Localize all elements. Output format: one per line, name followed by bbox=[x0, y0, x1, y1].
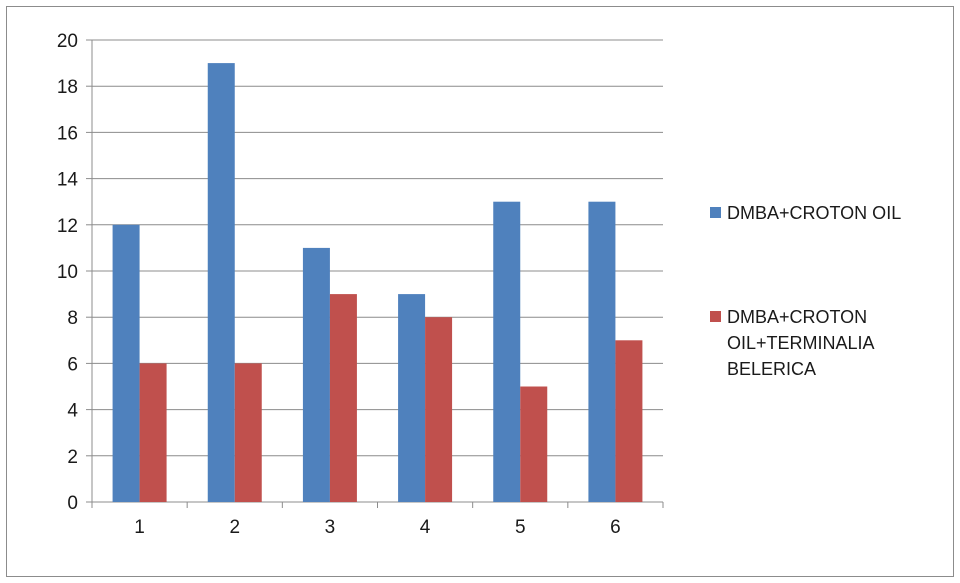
bar bbox=[588, 201, 616, 502]
legend-label: DMBA+CROTON OIL+TERMINALIA BELERICA bbox=[727, 307, 875, 379]
bar bbox=[425, 317, 453, 502]
legend-swatch bbox=[710, 207, 721, 218]
y-tick-label: 2 bbox=[67, 447, 78, 468]
y-tick-label: 14 bbox=[57, 170, 79, 191]
x-tick-label: 5 bbox=[515, 517, 526, 538]
bar bbox=[234, 363, 262, 502]
bar bbox=[520, 386, 548, 502]
bar bbox=[112, 224, 140, 503]
y-tick-label: 4 bbox=[67, 401, 78, 422]
bar bbox=[493, 201, 521, 502]
bar bbox=[302, 247, 330, 502]
x-tick-label: 2 bbox=[229, 517, 240, 538]
legend-swatch bbox=[710, 311, 721, 322]
y-tick-label: 18 bbox=[57, 77, 78, 98]
y-tick-label: 20 bbox=[57, 31, 78, 52]
y-tick-label: 6 bbox=[67, 354, 78, 375]
bar bbox=[207, 63, 235, 502]
y-tick-label: 8 bbox=[67, 308, 78, 329]
bar bbox=[329, 294, 357, 502]
x-tick-label: 4 bbox=[420, 517, 431, 538]
bar bbox=[398, 294, 426, 502]
y-tick-label: 10 bbox=[57, 262, 78, 283]
bar bbox=[139, 363, 167, 502]
bar bbox=[615, 340, 643, 502]
y-tick-label: 16 bbox=[57, 123, 78, 144]
x-tick-label: 6 bbox=[610, 517, 621, 538]
legend-label: DMBA+CROTON OIL bbox=[727, 203, 901, 223]
y-tick-label: 0 bbox=[67, 493, 78, 514]
y-tick-label: 12 bbox=[57, 216, 78, 237]
x-tick-label: 1 bbox=[134, 517, 145, 538]
x-tick-label: 3 bbox=[325, 517, 336, 538]
